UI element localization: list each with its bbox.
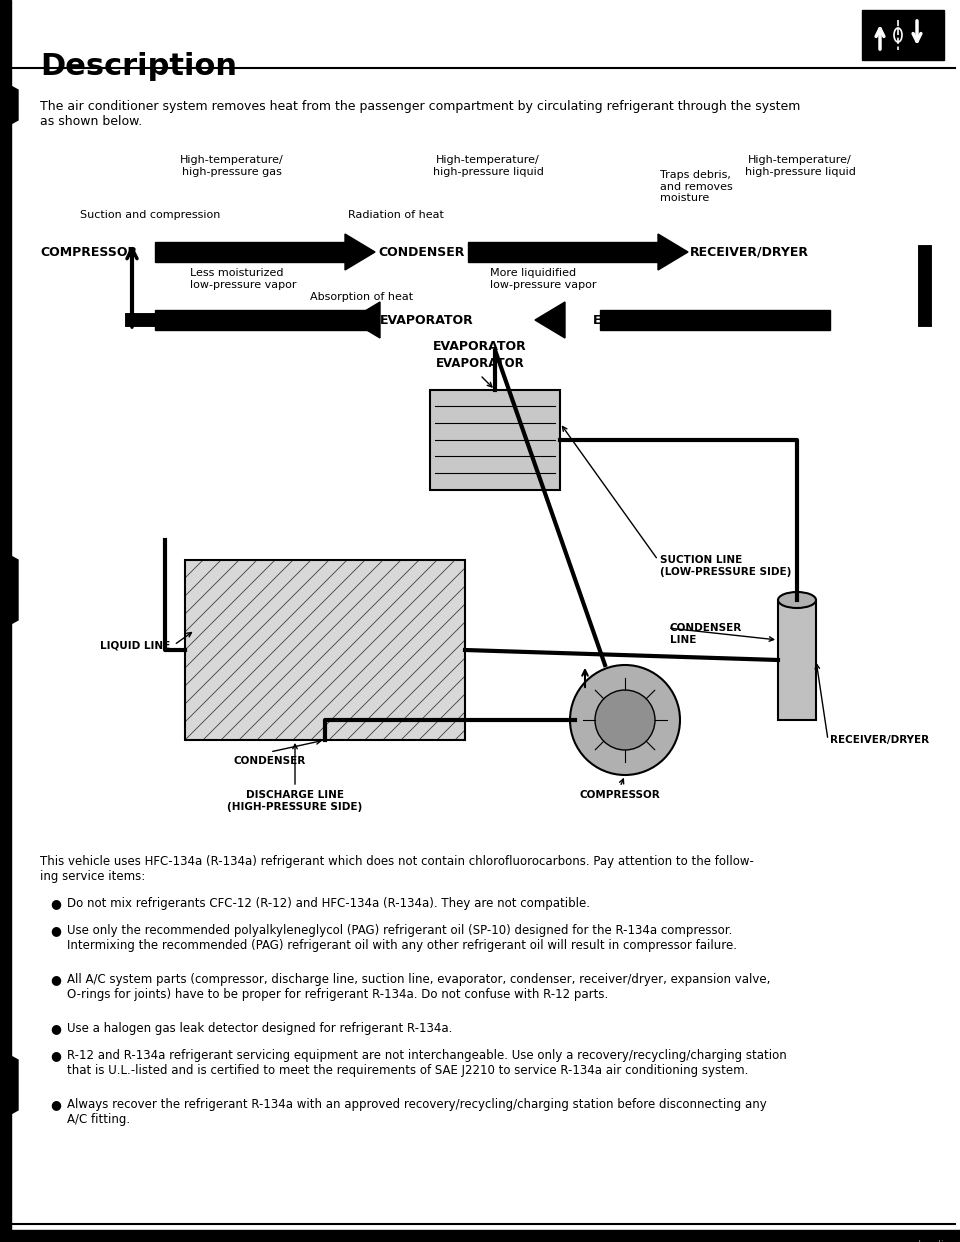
Bar <box>600 310 830 330</box>
Text: Use only the recommended polyalkyleneglycol (PAG) refrigerant oil (SP-10) design: Use only the recommended polyalkylenegly… <box>67 924 737 953</box>
Text: EVAPORATOR: EVAPORATOR <box>433 340 527 353</box>
Bar <box>155 310 375 330</box>
Text: ●: ● <box>50 924 60 936</box>
Polygon shape <box>658 233 688 270</box>
Circle shape <box>570 664 680 775</box>
Text: COMPRESSOR: COMPRESSOR <box>40 246 137 258</box>
Polygon shape <box>345 233 375 270</box>
Text: Use a halogen gas leak detector designed for refrigerant R-134a.: Use a halogen gas leak detector designed… <box>67 1022 452 1035</box>
Bar <box>778 600 816 720</box>
Polygon shape <box>0 79 18 130</box>
Text: This vehicle uses HFC-134a (R-134a) refrigerant which does not contain chloroflu: This vehicle uses HFC-134a (R-134a) refr… <box>40 854 754 883</box>
Text: LIQUID LINE: LIQUID LINE <box>100 640 170 650</box>
Text: All A/C system parts (compressor, discharge line, suction line, evaporator, cond: All A/C system parts (compressor, discha… <box>67 972 770 1001</box>
Bar <box>185 560 465 740</box>
Text: High-temperature/
high-pressure liquid: High-temperature/ high-pressure liquid <box>745 155 855 176</box>
Bar <box>430 390 560 491</box>
Polygon shape <box>0 1049 18 1120</box>
Text: Always recover the refrigerant R-134a with an approved recovery/recycling/chargi: Always recover the refrigerant R-134a wi… <box>67 1098 767 1126</box>
Text: DISCHARGE LINE
(HIGH-PRESSURE SIDE): DISCHARGE LINE (HIGH-PRESSURE SIDE) <box>228 790 363 811</box>
Text: CONDENSER: CONDENSER <box>378 246 465 258</box>
Polygon shape <box>350 302 380 338</box>
Text: CONDENSER: CONDENSER <box>234 756 306 766</box>
Text: SUCTION LINE
(LOW-PRESSURE SIDE): SUCTION LINE (LOW-PRESSURE SIDE) <box>660 555 791 576</box>
Text: ●: ● <box>50 1049 60 1062</box>
Text: EXPANSION VALVE: EXPANSION VALVE <box>593 313 721 327</box>
Bar <box>862 10 944 60</box>
Bar <box>155 242 345 262</box>
Text: Absorption of heat: Absorption of heat <box>310 292 413 302</box>
Text: RECEIVER/DRYER: RECEIVER/DRYER <box>830 735 929 745</box>
Text: The air conditioner system removes heat from the passenger compartment by circul: The air conditioner system removes heat … <box>40 101 801 128</box>
Text: More liquidified
low-pressure vapor: More liquidified low-pressure vapor <box>490 268 596 289</box>
Bar <box>468 242 658 262</box>
Text: Radiation of heat: Radiation of heat <box>348 210 444 220</box>
Text: RECEIVER/DRYER: RECEIVER/DRYER <box>690 246 809 258</box>
Text: ●: ● <box>50 1098 60 1112</box>
Text: High-temperature/
high-pressure liquid: High-temperature/ high-pressure liquid <box>433 155 543 176</box>
Text: www.emanualpro.com: www.emanualpro.com <box>40 1230 156 1240</box>
Bar <box>0 1230 960 1242</box>
Text: ●: ● <box>50 1022 60 1035</box>
Text: Description: Description <box>40 52 237 81</box>
Text: 22-7: 22-7 <box>851 1230 920 1242</box>
Polygon shape <box>0 550 18 630</box>
Text: carmanualsonline.info: carmanualsonline.info <box>870 1240 960 1242</box>
Text: EVAPORATOR: EVAPORATOR <box>380 313 473 327</box>
Polygon shape <box>535 302 565 338</box>
Text: ●: ● <box>50 972 60 986</box>
Bar <box>0 0 11 1242</box>
Ellipse shape <box>778 592 816 609</box>
Text: COMPRESSOR: COMPRESSOR <box>580 790 660 800</box>
Text: Less moisturized
low-pressure vapor: Less moisturized low-pressure vapor <box>190 268 297 289</box>
Text: ●: ● <box>50 897 60 910</box>
Circle shape <box>595 691 655 750</box>
Text: Traps debris,
and removes
moisture: Traps debris, and removes moisture <box>660 170 732 204</box>
Text: CONDENSER
LINE: CONDENSER LINE <box>670 623 742 645</box>
Text: EVAPORATOR: EVAPORATOR <box>436 356 524 370</box>
Text: Do not mix refrigerants CFC-12 (R-12) and HFC-134a (R-134a). They are not compat: Do not mix refrigerants CFC-12 (R-12) an… <box>67 897 590 910</box>
Text: Suction and compression: Suction and compression <box>80 210 221 220</box>
Text: R-12 and R-134a refrigerant servicing equipment are not interchangeable. Use onl: R-12 and R-134a refrigerant servicing eq… <box>67 1049 787 1077</box>
Text: High-temperature/
high-pressure gas: High-temperature/ high-pressure gas <box>180 155 284 176</box>
